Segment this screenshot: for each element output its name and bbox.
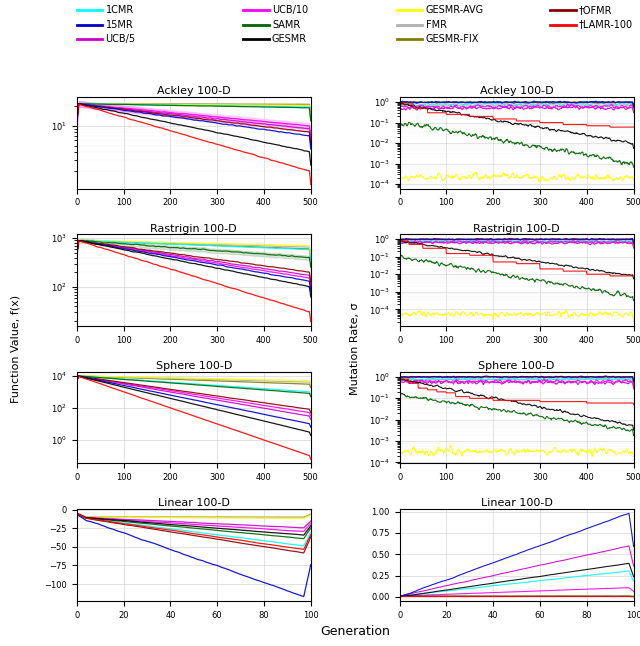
Text: †OFMR: †OFMR <box>579 5 612 15</box>
Text: GESMR-FIX: GESMR-FIX <box>426 34 479 45</box>
Title: Rastrigin 100-D: Rastrigin 100-D <box>150 224 237 234</box>
Text: FMR: FMR <box>426 19 447 30</box>
Text: GESMR: GESMR <box>272 34 307 45</box>
Title: Sphere 100-D: Sphere 100-D <box>156 361 232 371</box>
Title: Linear 100-D: Linear 100-D <box>158 498 230 508</box>
Title: Ackley 100-D: Ackley 100-D <box>157 86 230 96</box>
Title: Ackley 100-D: Ackley 100-D <box>480 86 554 96</box>
Text: 15MR: 15MR <box>106 19 133 30</box>
Text: GESMR-AVG: GESMR-AVG <box>426 5 484 15</box>
Text: Mutation Rate, σ: Mutation Rate, σ <box>350 302 360 395</box>
Text: Generation: Generation <box>320 625 390 638</box>
Text: SAMR: SAMR <box>272 19 300 30</box>
Title: Rastrigin 100-D: Rastrigin 100-D <box>474 224 560 234</box>
Text: †LAMR-100: †LAMR-100 <box>579 19 634 30</box>
Text: Function Value, f(x): Function Value, f(x) <box>11 295 21 403</box>
Title: Sphere 100-D: Sphere 100-D <box>479 361 555 371</box>
Text: UCB/10: UCB/10 <box>272 5 308 15</box>
Title: Linear 100-D: Linear 100-D <box>481 498 552 508</box>
Text: 1CMR: 1CMR <box>106 5 134 15</box>
Text: UCB/5: UCB/5 <box>106 34 136 45</box>
